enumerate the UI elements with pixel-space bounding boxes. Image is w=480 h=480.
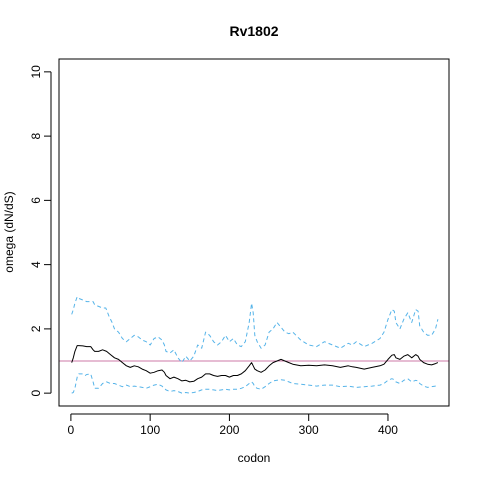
x-tick-label: 200: [219, 423, 239, 437]
x-tick-label: 300: [299, 423, 319, 437]
plot-frame: [58, 58, 450, 407]
upper-bound-line: [71, 296, 439, 364]
y-tick-label: 10: [29, 65, 43, 79]
y-axis-label: omega (dN/dS): [2, 191, 16, 272]
y-tick-label: 2: [29, 325, 43, 332]
y-tick-label: 4: [29, 261, 43, 268]
omega-line: [71, 345, 439, 383]
chart-title: Rv1802: [229, 23, 278, 39]
y-tick-label: 8: [29, 132, 43, 139]
x-tick-label: 400: [378, 423, 398, 437]
x-tick-label: 100: [140, 423, 160, 437]
x-axis-label: codon: [238, 451, 271, 465]
x-tick-label: 0: [68, 423, 75, 437]
lower-bound-line: [71, 373, 439, 394]
y-tick-label: 0: [29, 389, 43, 396]
y-tick-label: 6: [29, 197, 43, 204]
